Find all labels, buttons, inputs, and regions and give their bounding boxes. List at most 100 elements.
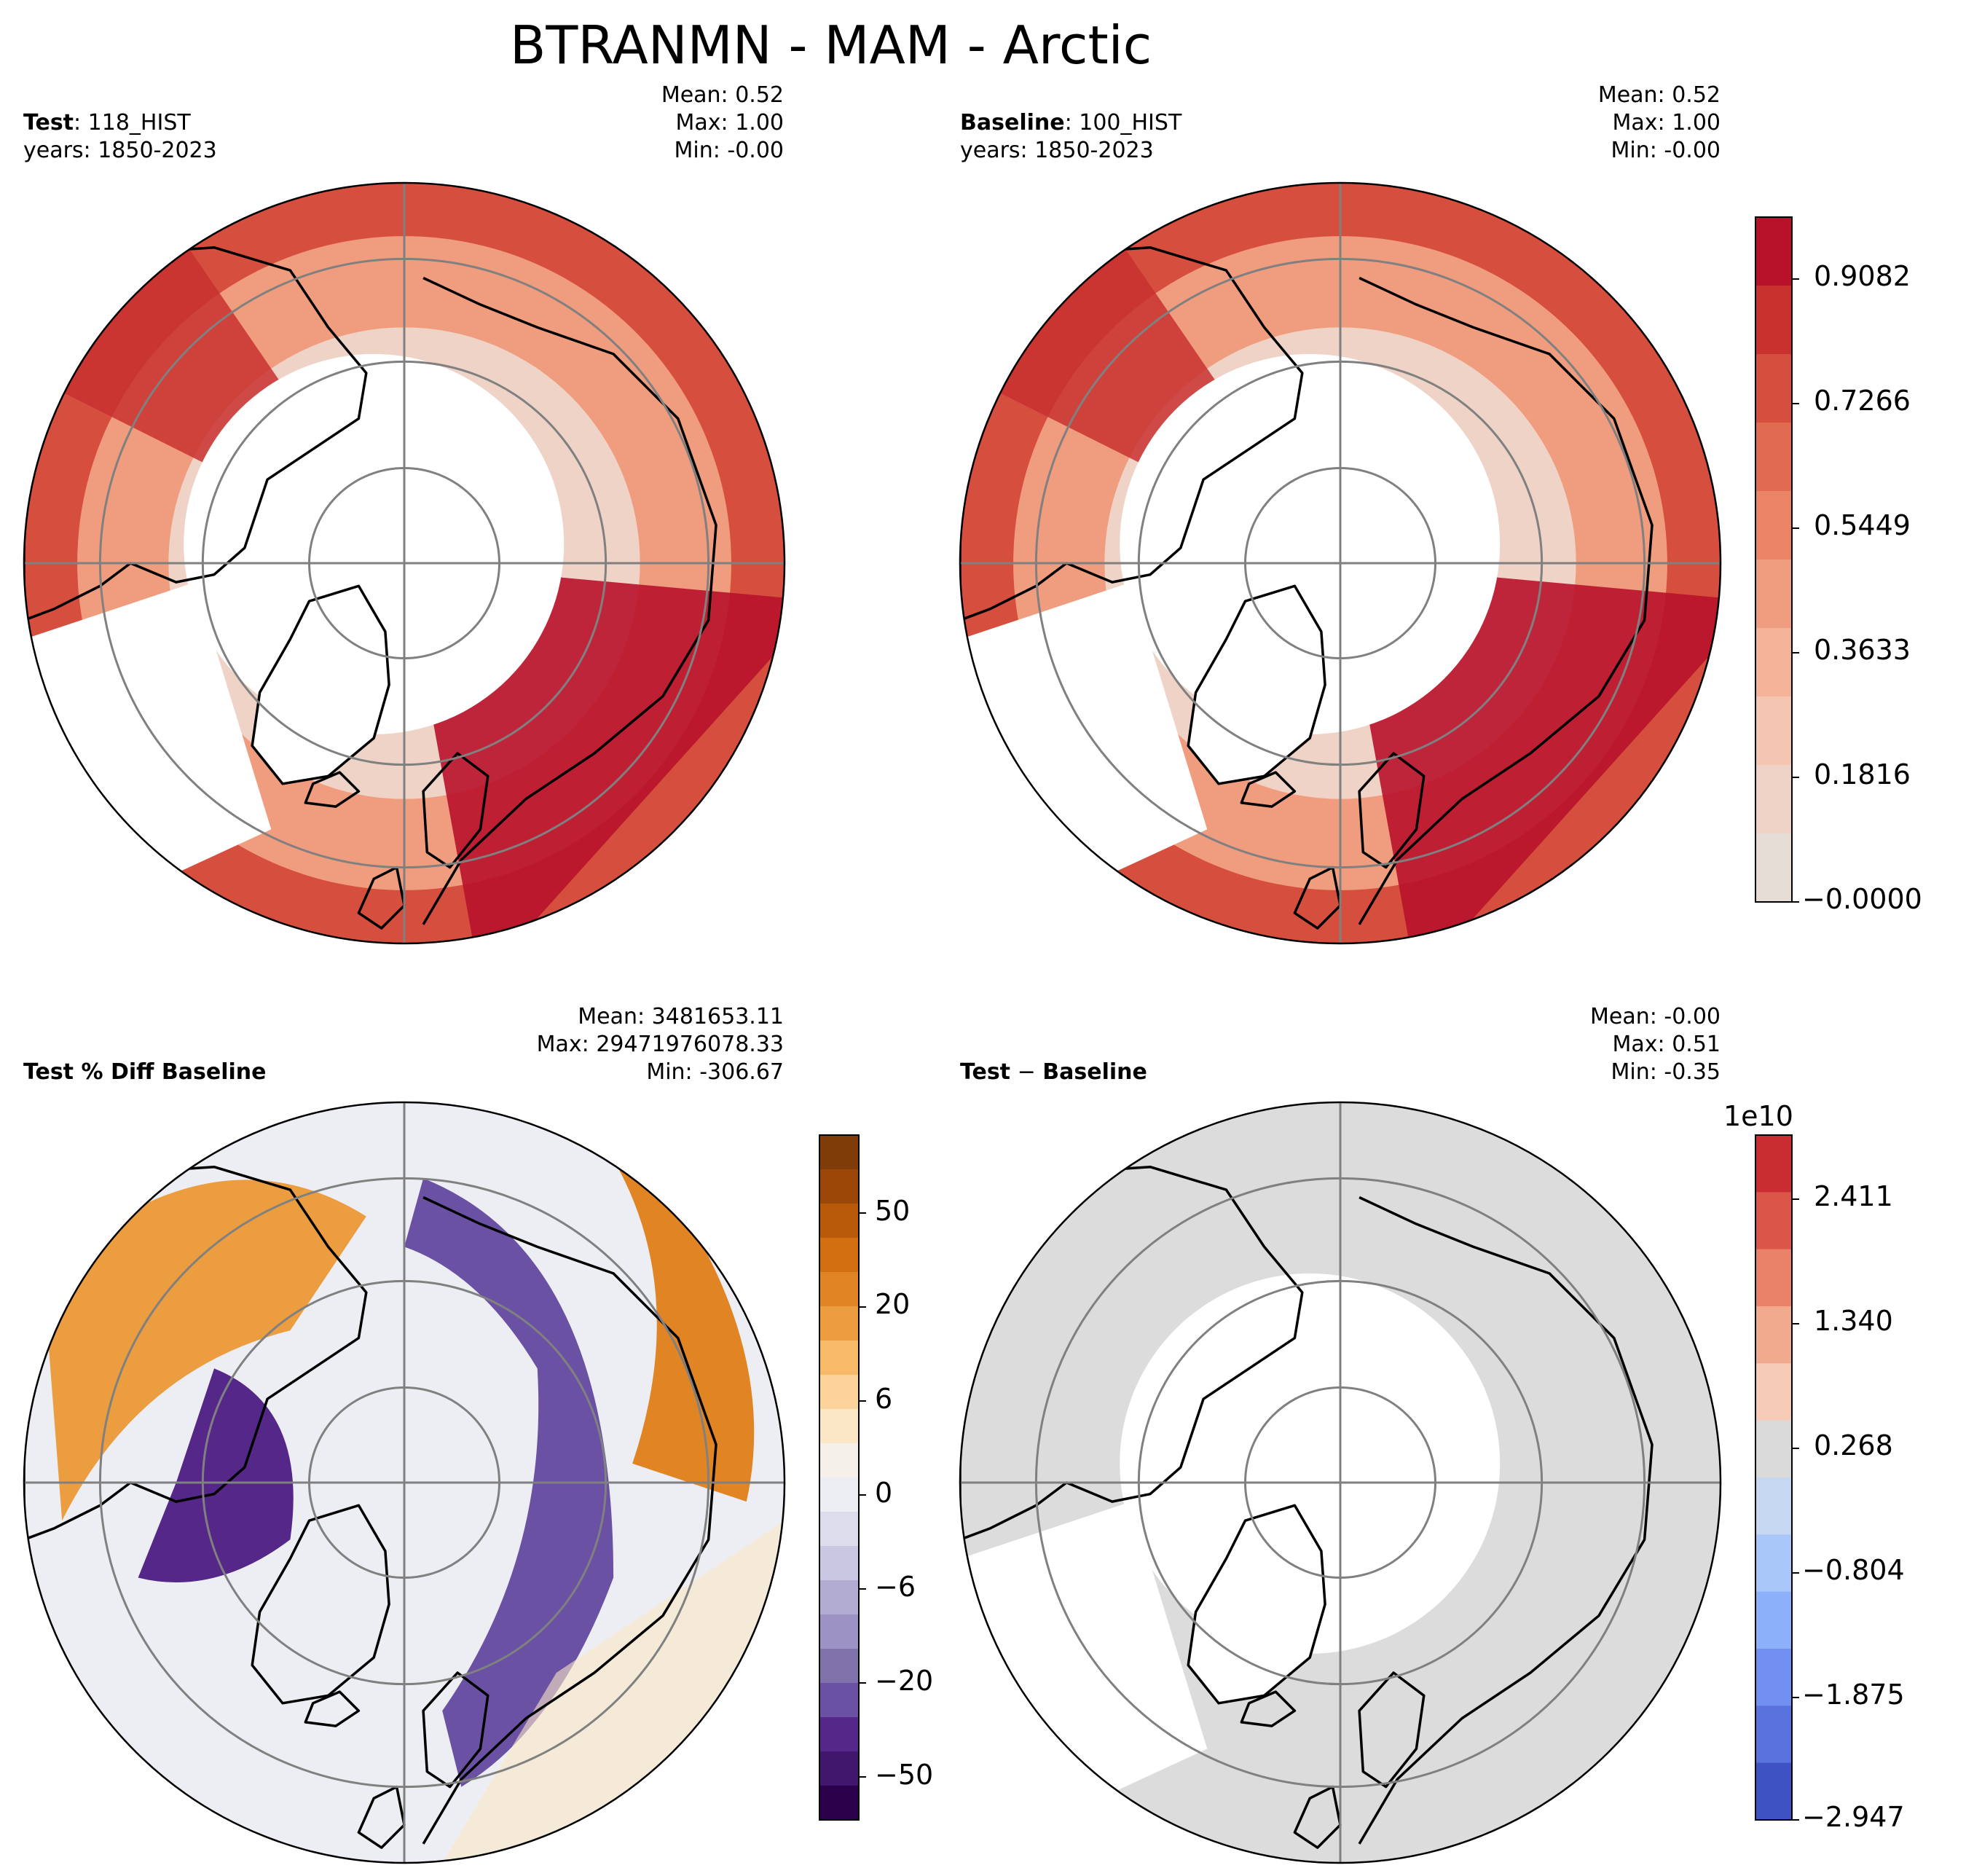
test-years: years: 1850-2023 [23,138,217,163]
cb-pct-swatch-18 [819,1751,859,1786]
coastline-scandinavia [422,1671,489,1789]
cb-main-frame [1755,216,1793,903]
cb-pct-swatch-16 [819,1683,859,1718]
cb-pct-tick-0: 50 [875,1195,911,1227]
coastline-scandinavia [422,752,489,869]
coastline-scandinavia [1358,1671,1426,1789]
cb-pct-swatch-7 [819,1375,859,1410]
cb-diff-swatch-11 [1755,1762,1792,1821]
cb-pct-tick-6: −50 [875,1759,934,1791]
cb-pct-swatch-4 [819,1272,859,1307]
cb-diff-tick-1: 1.340 [1814,1305,1893,1337]
cb-diff-swatch-3 [1755,1306,1792,1364]
cb-pct-swatch-12 [819,1546,859,1581]
baseline-label-case: : 100_HIST [1064,110,1182,136]
coastline-uk [357,1785,406,1849]
coastline-iceland [304,771,361,808]
field-purple-canada [138,1368,294,1583]
cb-diff-swatch-4 [1755,1363,1792,1421]
coastline-uk [357,866,406,930]
baseline-mean: Mean: 0.52 [1597,82,1721,108]
cb-pct-swatch-10 [819,1477,859,1512]
cb-pct-tick-2: 6 [875,1383,893,1415]
map-baseline [959,181,1722,945]
map-boundary [959,181,1722,945]
cb-main-swatch-9 [1755,833,1792,903]
test-min: Min: -0.00 [674,138,785,163]
field-purple-russia [404,1178,614,1787]
cb-diff-swatch-7 [1755,1534,1792,1593]
cb-pct-tick-4: −6 [875,1571,916,1603]
mask-greenland [1188,586,1326,784]
cb-main-tick-3: 0.3633 [1814,634,1911,666]
cb-pct-tick-1: 20 [875,1288,911,1320]
coastline-northAmerica [24,1165,368,1542]
test-mean: Mean: 0.52 [661,82,784,108]
cb-diff-swatch-0 [1755,1135,1792,1193]
cb-main-tick-1: 0.7266 [1814,385,1911,417]
coastline-northAmerica [24,246,368,622]
diff-label-bold: Test [960,1059,1011,1085]
coastline-scandinavia [1358,752,1426,869]
baseline-stats: Mean: 0.52 Max: 1.00 Min: -0.00 [1598,82,1721,165]
cb-main-tick-4: 0.1816 [1814,758,1911,790]
colorbar-pctdiff-ticks: 50 20 6 0 −6 −20 −50 [859,1135,961,1820]
cb-diff-swatch-10 [1755,1706,1792,1764]
cb-diff-swatch-6 [1755,1477,1792,1535]
field-orange-siberia [613,1140,755,1502]
colorbar-diff-ticks: 2.411 1.340 0.268 −0.804 −1.875 −2.947 [1799,1135,1959,1833]
cb-main-swatch-1 [1755,286,1792,355]
test-max: Max: 1.00 [675,110,784,136]
colorbar-diff-exponent: 1e10 [1723,1100,1793,1132]
cb-pct-swatch-19 [819,1786,859,1821]
cb-diff-tick-0: 2.411 [1814,1180,1893,1212]
figure-title: BTRANMN - MAM - Arctic [510,15,1152,76]
cb-pct-frame [819,1134,860,1821]
test-label-case: : 118_HIST [74,110,191,136]
colorbar-main [1755,216,1799,903]
cb-main-swatch-3 [1755,423,1792,492]
cb-diff-tick-4: −1.875 [1802,1679,1905,1711]
diff-min: Min: -0.35 [1611,1059,1721,1085]
cb-main-tick-0: 0.9082 [1814,260,1911,292]
coastline-eurasia [422,1196,717,1845]
baseline-years: years: 1850-2023 [960,138,1154,163]
cb-pct-swatch-15 [819,1649,859,1684]
cb-diff-tick-3: −0.804 [1802,1554,1905,1586]
test-stats: Mean: 0.52 Max: 1.00 Min: -0.00 [661,82,784,165]
pctdiff-mean: Mean: 3481653.11 [578,1004,784,1029]
pctdiff-stats: Mean: 3481653.11 Max: 29471976078.33 Min… [537,1003,784,1086]
mask-greenland [1188,1505,1326,1703]
cb-diff-frame [1755,1134,1793,1821]
cb-diff-tick-5: −2.947 [1802,1801,1905,1833]
baseline-panel-label: Baseline: 100_HIST years: 1850-2023 [960,109,1181,165]
cb-pct-swatch-3 [819,1238,859,1273]
map-boundary [959,1101,1722,1864]
cb-main-tick-5: −0.0000 [1802,883,1922,915]
diff-mean: Mean: -0.00 [1589,1004,1721,1029]
cb-pct-tick-5: −20 [875,1665,934,1697]
colorbar-pctdiff [819,1134,866,1821]
cb-pct-swatch-9 [819,1443,859,1478]
diff-max: Max: 0.51 [1612,1032,1721,1057]
cb-pct-swatch-5 [819,1306,859,1341]
cb-diff-tick-2: 0.268 [1814,1429,1893,1461]
cb-diff-swatch-1 [1755,1192,1792,1250]
map-diff [959,1101,1722,1864]
mask-greenland [252,586,390,784]
cb-pct-swatch-17 [819,1717,859,1752]
baseline-label-bold: Baseline [960,110,1065,136]
cb-pct-tick-3: 0 [875,1477,893,1509]
cb-main-swatch-7 [1755,696,1792,766]
coastline-iceland [1240,771,1297,808]
mask-arctic-ocean [1120,353,1501,734]
pctdiff-max: Max: 29471976078.33 [536,1032,784,1057]
pctdiff-panel-label: Test % Diff Baseline [23,1059,267,1086]
cb-pct-swatch-2 [819,1204,859,1239]
cb-diff-swatch-2 [1755,1249,1792,1307]
diff-label-bold2: Baseline [1042,1059,1147,1085]
diff-stats: Mean: -0.00 Max: 0.51 Min: -0.35 [1590,1003,1721,1086]
cb-pct-swatch-8 [819,1409,859,1444]
map-boundary [23,1101,786,1864]
map-test [23,181,786,945]
